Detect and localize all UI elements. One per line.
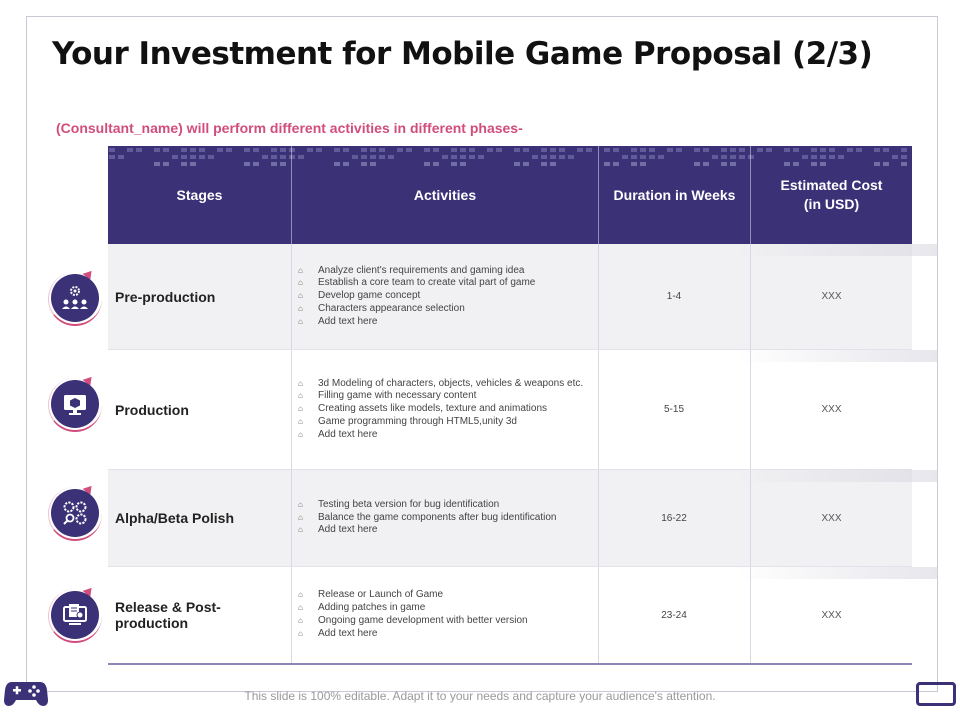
list-item: ⌂ Release or Launch of Game: [298, 589, 444, 601]
team-gear-icon: [48, 267, 104, 328]
cost-value: XXX: [821, 512, 842, 524]
activities-list: ⌂ Testing beta version for bug identifica…: [298, 499, 557, 537]
list-item: ⌂ Ongoing game development with better ve…: [298, 615, 528, 626]
table-row: Pre-production ⌂ Analyze client's require…: [108, 244, 938, 350]
header-activities: Activities: [413, 186, 477, 203]
monitor-document-icon: [48, 584, 104, 645]
header-cost-line1: Estimated Cost: [780, 177, 883, 194]
table-bottom-border: [108, 663, 912, 665]
stage-label: Release & Post-production: [115, 599, 221, 631]
cost-value: XXX: [821, 609, 842, 621]
duration-value: 1-4: [666, 291, 682, 302]
cost-value: XXX: [821, 291, 842, 302]
footer-note: This slide is 100% editable. Adapt it to…: [244, 689, 716, 703]
list-item: ⌂ Establish a core team to create vital p…: [298, 277, 536, 289]
page-title: Your Investment for Mobile Game Proposal…: [52, 36, 873, 72]
list-item: ⌂ Filling game with necessary content: [298, 390, 477, 402]
duration-value: 16-22: [661, 512, 687, 524]
list-item: ⌂ Add text here: [298, 315, 378, 327]
list-item: ⌂ Analyze client's requirements and gamin…: [298, 264, 525, 276]
list-item: ⌂ Add text here: [298, 627, 378, 639]
screen-icon: [916, 682, 956, 706]
table-row: Alpha/Beta Polish ⌂ Testing beta version …: [108, 470, 938, 567]
monitor-cube-icon: [48, 373, 104, 434]
list-item: ⌂ Add text here: [298, 428, 378, 440]
list-item: ⌂ Creating assets like models, texture an…: [298, 403, 548, 415]
activities-list: ⌂ 3d Modeling of characters, objects, veh…: [298, 378, 583, 442]
activities-list: ⌂ Analyze client's requirements and gamin…: [298, 265, 535, 329]
pixel-pattern-decoration: [109, 148, 907, 166]
activities-cell: ⌂ Testing beta version for bug identifica…: [298, 470, 598, 566]
stage-label: Production: [115, 401, 189, 418]
activities-cell: ⌂ 3d Modeling of characters, objects, veh…: [298, 350, 598, 469]
header-stages: Stages: [176, 186, 223, 203]
list-item: ⌂ Characters appearance selection: [298, 302, 465, 314]
subtitle: (Consultant_name) will perform different…: [56, 120, 523, 136]
stage-label: Pre-production: [115, 288, 216, 305]
gears-magnifier-icon: [48, 482, 104, 543]
activities-cell: ⌂ Release or Launch of Game ⌂ Adding patch…: [298, 567, 598, 663]
duration-value: 5-15: [663, 404, 684, 415]
list-item: ⌂ Balance the game components after bug i…: [298, 511, 557, 523]
list-item: ⌂ Develop game concept: [298, 290, 421, 302]
list-item: ⌂ Adding patches in game: [298, 602, 426, 614]
list-item: ⌂ 3d Modeling of characters, objects, veh…: [298, 377, 584, 389]
gamepad-icon: [4, 682, 48, 706]
list-item: ⌂ Add text here: [298, 524, 378, 536]
list-item: ⌂ Testing beta version for bug identifica…: [298, 498, 500, 510]
activities-cell: ⌂ Analyze client's requirements and gamin…: [298, 244, 598, 349]
table-header: Stages Activities Duration in Weeks Esti…: [108, 146, 912, 244]
header-duration: Duration in Weeks: [613, 186, 736, 203]
header-cost-line2: (in USD): [803, 196, 860, 212]
table-row: Production ⌂ 3d Modeling of characters, o…: [108, 350, 938, 470]
list-item: ⌂ Game programming through HTML5,unity 3d: [298, 415, 517, 427]
duration-value: 23-24: [661, 609, 687, 621]
header-cost: Estimated Cost (in USD): [751, 146, 912, 244]
cost-value: XXX: [821, 404, 842, 415]
activities-list: ⌂ Release or Launch of Game ⌂ Adding patch…: [298, 589, 528, 640]
stage-label: Alpha/Beta Polish: [115, 510, 235, 526]
table-row: Release & Post-production ⌂ Release or La…: [108, 567, 938, 663]
